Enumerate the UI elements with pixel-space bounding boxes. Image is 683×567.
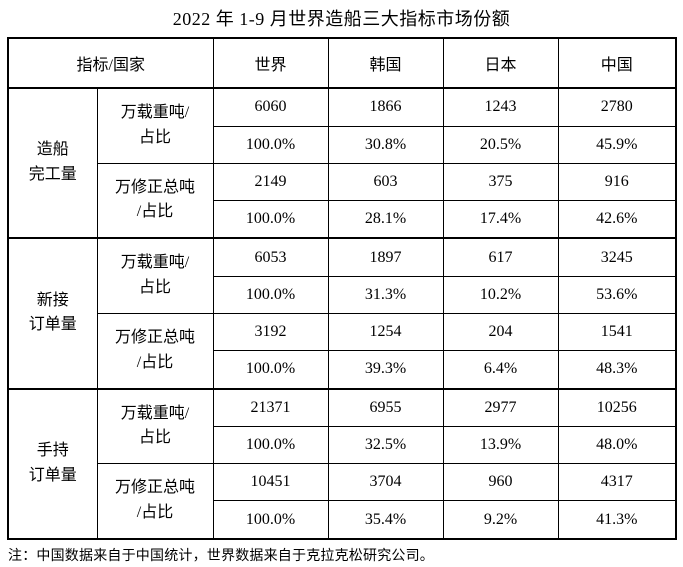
table-row: 造船 完工量 万载重吨/ 占比 6060 1866 1243 2780 bbox=[7, 86, 677, 239]
metric-label-cgt: 万修正总吨 /占比 bbox=[96, 463, 214, 540]
share-cell: 39.3% bbox=[327, 350, 444, 390]
share-cell: 6.4% bbox=[442, 350, 559, 390]
metric-label-line: 万载重吨/ bbox=[120, 404, 190, 422]
share-cell: 100.0% bbox=[212, 500, 329, 540]
metric-label-line: /占比 bbox=[136, 504, 174, 522]
group-label-order-backlog: 手持 订单量 bbox=[7, 387, 98, 540]
table-row: 100.0% 32.5% 13.9% 48.0% bbox=[8, 426, 677, 465]
value-cell: 10451 bbox=[212, 463, 329, 502]
value-cell: 3192 bbox=[212, 312, 329, 352]
value-cell: 1897 bbox=[327, 237, 444, 277]
col-header-world: 世界 bbox=[212, 37, 329, 89]
metric-label-line: /占比 bbox=[136, 353, 174, 371]
group-label-line: 造船 bbox=[36, 141, 69, 159]
table-row: 100.0% 35.4% 9.2% 41.3% bbox=[8, 500, 677, 540]
share-cell: 10.2% bbox=[442, 275, 559, 314]
value-cell: 375 bbox=[442, 162, 559, 201]
share-cell: 35.4% bbox=[327, 500, 444, 540]
corner-header: 指标/国家 bbox=[7, 37, 214, 89]
share-cell: 20.5% bbox=[442, 125, 559, 164]
group-label-line: 手持 bbox=[36, 442, 69, 459]
share-cell: 53.6% bbox=[557, 275, 677, 314]
metric-label-line: 占比 bbox=[139, 128, 172, 146]
group-label-completions: 造船 完工量 bbox=[7, 86, 98, 239]
share-cell: 100.0% bbox=[212, 350, 329, 390]
share-cell: 31.3% bbox=[327, 275, 444, 314]
metric-label-line: 万修正总吨 bbox=[115, 178, 196, 196]
value-cell: 1243 bbox=[442, 86, 559, 127]
share-cell: 41.3% bbox=[557, 500, 677, 540]
metric-label-dwt: 万载重吨/ 占比 bbox=[96, 86, 214, 164]
group-label-line: 新接 bbox=[36, 291, 69, 309]
table-row: 100.0% 28.1% 17.4% 42.6% bbox=[8, 199, 677, 239]
table-row: 100.0% 39.3% 6.4% 48.3% bbox=[8, 350, 677, 390]
share-cell: 100.0% bbox=[212, 426, 329, 465]
value-cell: 1866 bbox=[327, 86, 444, 127]
value-cell: 916 bbox=[557, 162, 677, 201]
value-cell: 2149 bbox=[212, 162, 329, 201]
table-row: 万修正总吨 /占比 3192 1254 204 1541 bbox=[8, 312, 677, 390]
share-cell: 42.6% bbox=[557, 199, 677, 239]
value-cell: 617 bbox=[442, 237, 559, 277]
value-cell: 4317 bbox=[557, 463, 677, 502]
value-cell: 6053 bbox=[212, 237, 329, 277]
value-cell: 2977 bbox=[442, 387, 559, 428]
share-cell: 30.8% bbox=[327, 125, 444, 164]
group-label-line: 订单量 bbox=[28, 316, 77, 334]
group-label-line: 完工量 bbox=[28, 166, 77, 184]
share-cell: 100.0% bbox=[212, 199, 329, 239]
table-row: 100.0% 31.3% 10.2% 53.6% bbox=[8, 275, 677, 314]
share-cell: 13.9% bbox=[442, 426, 559, 465]
metric-label-cgt: 万修正总吨 /占比 bbox=[96, 312, 214, 390]
table-row: 万修正总吨 /占比 10451 3704 960 4317 bbox=[8, 463, 677, 540]
metric-label-cgt: 万修正总吨 /占比 bbox=[96, 162, 214, 239]
share-cell: 32.5% bbox=[327, 426, 444, 465]
metric-label-line: 万载重吨/ bbox=[120, 104, 190, 122]
value-cell: 2780 bbox=[557, 86, 677, 127]
table-row: 新接 订单量 万载重吨/ 占比 6053 1897 617 3245 bbox=[7, 237, 677, 390]
metric-label-dwt: 万载重吨/ 占比 bbox=[96, 237, 214, 314]
share-cell: 48.0% bbox=[557, 426, 677, 465]
value-cell: 3245 bbox=[557, 237, 677, 277]
share-cell: 48.3% bbox=[557, 350, 677, 390]
value-cell: 204 bbox=[442, 312, 559, 352]
metric-label-line: /占比 bbox=[136, 203, 174, 221]
header-row: 指标/国家 世界 韩国 日本 中国 bbox=[7, 37, 677, 89]
table-row: 手持 订单量 万载重吨/ 占比 21371 6955 2977 10256 bbox=[7, 387, 677, 540]
share-cell: 100.0% bbox=[212, 125, 329, 164]
share-cell: 45.9% bbox=[557, 125, 677, 164]
share-cell: 100.0% bbox=[212, 275, 329, 314]
col-header-china: 中国 bbox=[557, 37, 677, 89]
value-cell: 603 bbox=[327, 162, 444, 201]
metric-label-line: 万修正总吨 bbox=[115, 328, 196, 346]
source-note: 注：中国数据来自于中国统计，世界数据来自于克拉克松研究公司。 bbox=[8, 549, 434, 564]
value-cell: 3704 bbox=[327, 463, 444, 502]
page-title: 2022 年 1-9 月世界造船三大指标市场份额 bbox=[172, 9, 511, 29]
value-cell: 1541 bbox=[557, 312, 677, 352]
metric-label-line: 占比 bbox=[139, 279, 172, 297]
col-header-korea: 韩国 bbox=[327, 37, 444, 89]
col-header-japan: 日本 bbox=[442, 37, 559, 89]
value-cell: 21371 bbox=[212, 387, 329, 428]
share-cell: 28.1% bbox=[327, 199, 444, 239]
table-row: 万修正总吨 /占比 2149 603 375 916 bbox=[8, 162, 677, 239]
value-cell: 10256 bbox=[557, 387, 677, 428]
value-cell: 6060 bbox=[212, 86, 329, 127]
table-row: 100.0% 30.8% 20.5% 45.9% bbox=[8, 125, 677, 164]
share-cell: 17.4% bbox=[442, 199, 559, 239]
metric-label-line: 万载重吨/ bbox=[120, 254, 190, 272]
value-cell: 1254 bbox=[327, 312, 444, 352]
value-cell: 6955 bbox=[327, 387, 444, 428]
metric-label-line: 万修正总吨 bbox=[115, 479, 196, 497]
share-cell: 9.2% bbox=[442, 500, 559, 540]
group-label-new-orders: 新接 订单量 bbox=[7, 237, 98, 390]
group-label-line: 订单量 bbox=[28, 466, 77, 484]
metric-label-dwt: 万载重吨/ 占比 bbox=[96, 387, 214, 465]
value-cell: 960 bbox=[442, 463, 559, 502]
metric-label-line: 占比 bbox=[139, 429, 172, 447]
market-share-table: 指标/国家 世界 韩国 日本 中国 造船 完工量 万载重吨/ 占比 6060 1… bbox=[7, 37, 678, 540]
